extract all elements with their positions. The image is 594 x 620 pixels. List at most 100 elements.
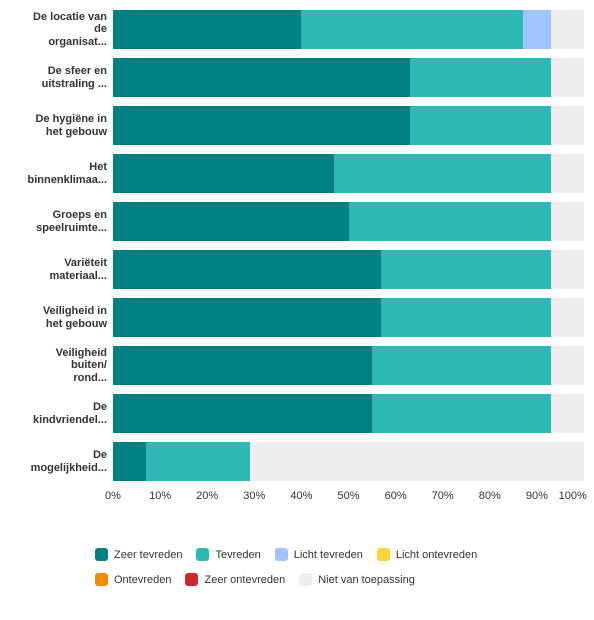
bar-segment-tevreden [146,442,250,481]
bar-segment-zeer_tevreden [113,58,410,97]
category-label: De locatie van de organisat... [0,11,113,49]
chart-row: Veiligheid in het gebouw [0,298,594,337]
bar-cell [113,202,584,241]
x-tick: 100% [559,490,587,502]
chart-legend: Zeer tevreden Tevreden Licht tevreden Licht… [0,524,594,618]
stacked-bar [113,250,584,289]
x-tick: 10% [149,490,171,502]
stacked-bar [113,442,584,481]
bar-segment-zeer_tevreden [113,394,372,433]
legend-label: Niet van toepassing [318,574,415,586]
bar-cell [113,58,584,97]
legend-label: Licht tevreden [294,549,363,561]
legend-swatch [95,573,108,586]
category-label: De sfeer en uitstraling ... [0,65,113,90]
legend-swatch [185,573,198,586]
category-label: Het binnenklimaa... [0,161,113,186]
bar-segment-tevreden [410,58,551,97]
bar-segment-tevreden [349,202,552,241]
legend-label: Licht ontevreden [396,549,477,561]
bar-segment-zeer_tevreden [113,298,381,337]
bar-cell [113,346,584,385]
bar-segment-tevreden [334,154,551,193]
chart-row: De sfeer en uitstraling ... [0,58,594,97]
legend-item-licht_tevreden: Licht tevreden [275,548,363,561]
bar-segment-nvt [551,58,584,97]
legend-item-nvt: Niet van toepassing [299,573,415,586]
bar-segment-nvt [551,202,584,241]
legend-label: Zeer ontevreden [204,574,285,586]
chart-row: De locatie van de organisat... [0,10,594,49]
bar-cell [113,442,584,481]
stacked-bar [113,154,584,193]
bar-segment-zeer_tevreden [113,250,381,289]
stacked-bar [113,346,584,385]
legend-swatch [275,548,288,561]
legend-item-zeer_ontevreden: Zeer ontevreden [185,573,285,586]
chart-row: De hygiëne in het gebouw [0,106,594,145]
x-tick: 90% [526,490,548,502]
bar-segment-licht_tevreden [523,10,551,49]
legend-label: Tevreden [215,549,260,561]
chart-row: Het binnenklimaa... [0,154,594,193]
legend-swatch [196,548,209,561]
x-tick: 50% [337,490,359,502]
bar-cell [113,106,584,145]
bar-segment-tevreden [381,298,551,337]
legend-item-tevreden: Tevreden [196,548,260,561]
bar-segment-zeer_tevreden [113,202,349,241]
bar-segment-nvt [551,10,584,49]
x-tick: 60% [385,490,407,502]
bar-segment-nvt [551,154,584,193]
stacked-bar [113,58,584,97]
bar-segment-zeer_tevreden [113,442,146,481]
bar-cell [113,394,584,433]
legend-label: Zeer tevreden [114,549,182,561]
bar-segment-nvt [551,106,584,145]
stacked-bar [113,10,584,49]
bar-segment-zeer_tevreden [113,346,372,385]
chart-row: Groeps en speelruimte... [0,202,594,241]
bar-segment-tevreden [381,250,551,289]
bar-segment-tevreden [410,106,551,145]
x-tick: 70% [432,490,454,502]
stacked-bar [113,394,584,433]
legend-item-licht_ontevreden: Licht ontevreden [377,548,477,561]
stacked-bar [113,298,584,337]
stacked-bar [113,106,584,145]
bar-cell [113,298,584,337]
x-axis-ticks: 0%10%20%30%40%50%60%70%80%90%100% [113,490,584,506]
bar-segment-tevreden [372,394,551,433]
legend-swatch [299,573,312,586]
bar-segment-zeer_tevreden [113,154,334,193]
legend-item-zeer_tevreden: Zeer tevreden [95,548,182,561]
chart-row: Variëteit materiaal... [0,250,594,289]
stacked-bar-chart: De locatie van de organisat... De sfeer e… [0,0,594,618]
chart-row: Veiligheid buiten/ rond... [0,346,594,385]
category-label: De hygiëne in het gebouw [0,113,113,138]
legend-row: Zeer tevreden Tevreden Licht tevreden Licht… [95,548,594,565]
bar-cell [113,10,584,49]
category-label: Variëteit materiaal... [0,257,113,282]
x-tick: 0% [105,490,121,502]
legend-label: Ontevreden [114,574,171,586]
legend-item-ontevreden: Ontevreden [95,573,171,586]
legend-swatch [95,548,108,561]
category-label: De kindvriendel... [0,401,113,426]
x-tick: 30% [243,490,265,502]
bar-cell [113,154,584,193]
bar-segment-nvt [551,250,584,289]
bar-segment-tevreden [301,10,522,49]
x-tick: 40% [290,490,312,502]
legend-swatch [377,548,390,561]
chart-rows: De locatie van de organisat... De sfeer e… [0,10,594,481]
category-label: Veiligheid in het gebouw [0,305,113,330]
category-label: Groeps en speelruimte... [0,209,113,234]
bar-cell [113,250,584,289]
x-tick: 80% [479,490,501,502]
bar-segment-nvt [250,442,584,481]
category-label: Veiligheid buiten/ rond... [0,347,113,385]
x-tick: 20% [196,490,218,502]
bar-segment-nvt [551,394,584,433]
bar-segment-nvt [551,298,584,337]
